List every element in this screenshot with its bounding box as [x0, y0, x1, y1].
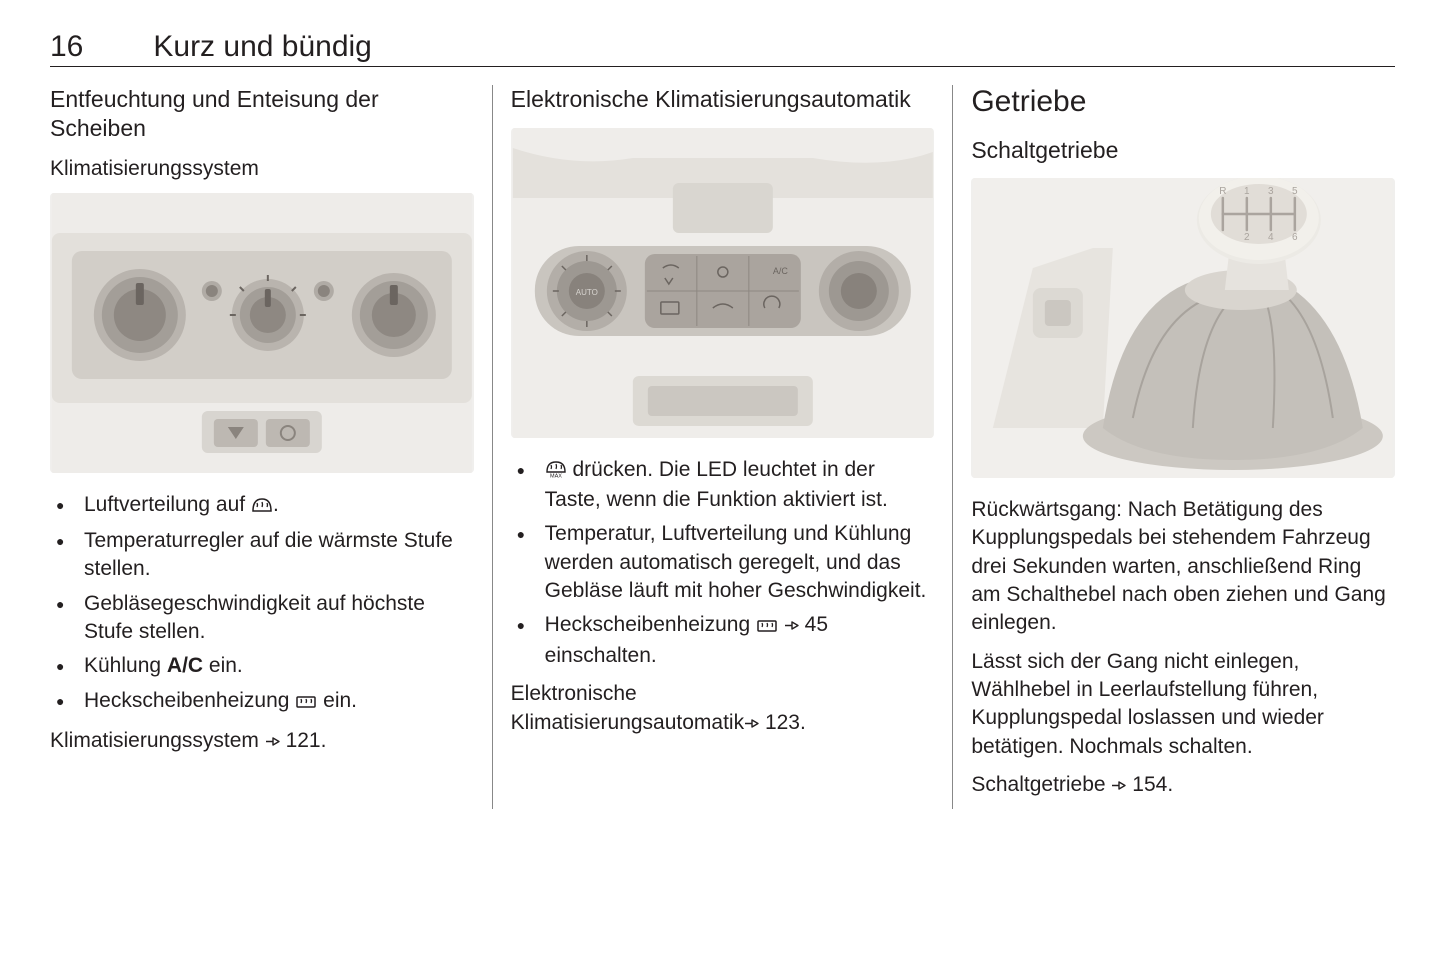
col2-heading: Elektronische Klimatisierungsautomatik: [511, 85, 935, 114]
svg-text:R: R: [1220, 186, 1227, 197]
svg-text:A/C: A/C: [773, 266, 789, 276]
column-2: Elektronische Klimatisierungsautomatik: [492, 85, 953, 809]
col1-bullet-3: Gebläsegeschwindigkeit auf höchste Stufe…: [50, 590, 474, 647]
col1-bullet-4: Kühlung A/C ein.: [50, 652, 474, 680]
col1-subheading: Klimatisierungssystem: [50, 157, 474, 181]
col2-bullet-1: MAX drücken. Die LED leuchtet in der Tas…: [511, 456, 935, 515]
col2-footer: Elektronische Klimatisierungsautomatik 1…: [511, 680, 935, 737]
col1-bullet-list: Luftverteilung auf . Temperaturregler au…: [50, 491, 474, 717]
col3-footer: Schaltgetriebe 154.: [971, 771, 1395, 799]
gearshift-illustration: R 1 3 5 2 4 6: [971, 178, 1395, 478]
col2-bullet-list: MAX drücken. Die LED leuchtet in der Tas…: [511, 456, 935, 670]
ref-arrow-icon: [744, 710, 759, 734]
page-number: 16: [50, 30, 83, 64]
content-columns: Entfeuchtung und Enteisung der Scheiben …: [50, 85, 1395, 809]
col1-footer: Klimatisierungssystem 121.: [50, 727, 474, 755]
column-1: Entfeuchtung und Enteisung der Scheiben …: [50, 85, 492, 809]
column-3: Getriebe Schaltgetriebe: [952, 85, 1395, 809]
climate-control-illustration: [50, 193, 474, 473]
col3-para-1: Rückwärtsgang: Nach Betätigung des Kuppl…: [971, 496, 1395, 638]
svg-text:4: 4: [1268, 232, 1274, 243]
svg-text:MAX: MAX: [550, 473, 562, 478]
svg-text:5: 5: [1292, 186, 1298, 197]
ref-arrow-icon: [784, 612, 799, 636]
col1-heading: Entfeuchtung und Enteisung der Scheiben: [50, 85, 474, 143]
ref-arrow-icon: [265, 728, 280, 752]
page-header: 16 Kurz und bündig: [50, 30, 1395, 67]
svg-text:3: 3: [1268, 186, 1274, 197]
col2-bullet-3: Heckscheibenheizung 45 einschalten.: [511, 611, 935, 670]
col2-bullet-2: Temperatur, Luftverteilung und Kühlung w…: [511, 520, 935, 605]
defrost-rear-icon: [756, 613, 778, 641]
header-title: Kurz und bündig: [153, 30, 372, 64]
defrost-rear-icon: [295, 689, 317, 717]
ref-arrow-icon: [1111, 772, 1126, 796]
col1-bullet-2: Temperaturregler auf die wärm­ste Stufe …: [50, 527, 474, 584]
svg-text:AUTO: AUTO: [575, 288, 597, 297]
defrost-front-icon: [251, 493, 273, 521]
svg-text:2: 2: [1244, 232, 1250, 243]
svg-text:6: 6: [1292, 232, 1298, 243]
col3-para-2: Lässt sich der Gang nicht einlegen, Wähl…: [971, 648, 1395, 761]
col1-bullet-1: Luftverteilung auf .: [50, 491, 474, 521]
col3-subheading: Schaltgetriebe: [971, 137, 1395, 164]
col3-heading: Getriebe: [971, 85, 1395, 119]
svg-text:1: 1: [1244, 186, 1250, 197]
col1-bullet-5: Heckscheibenheizung ein.: [50, 687, 474, 717]
electronic-climate-illustration: AUTO: [511, 128, 935, 438]
defrost-max-icon: MAX: [545, 458, 567, 486]
